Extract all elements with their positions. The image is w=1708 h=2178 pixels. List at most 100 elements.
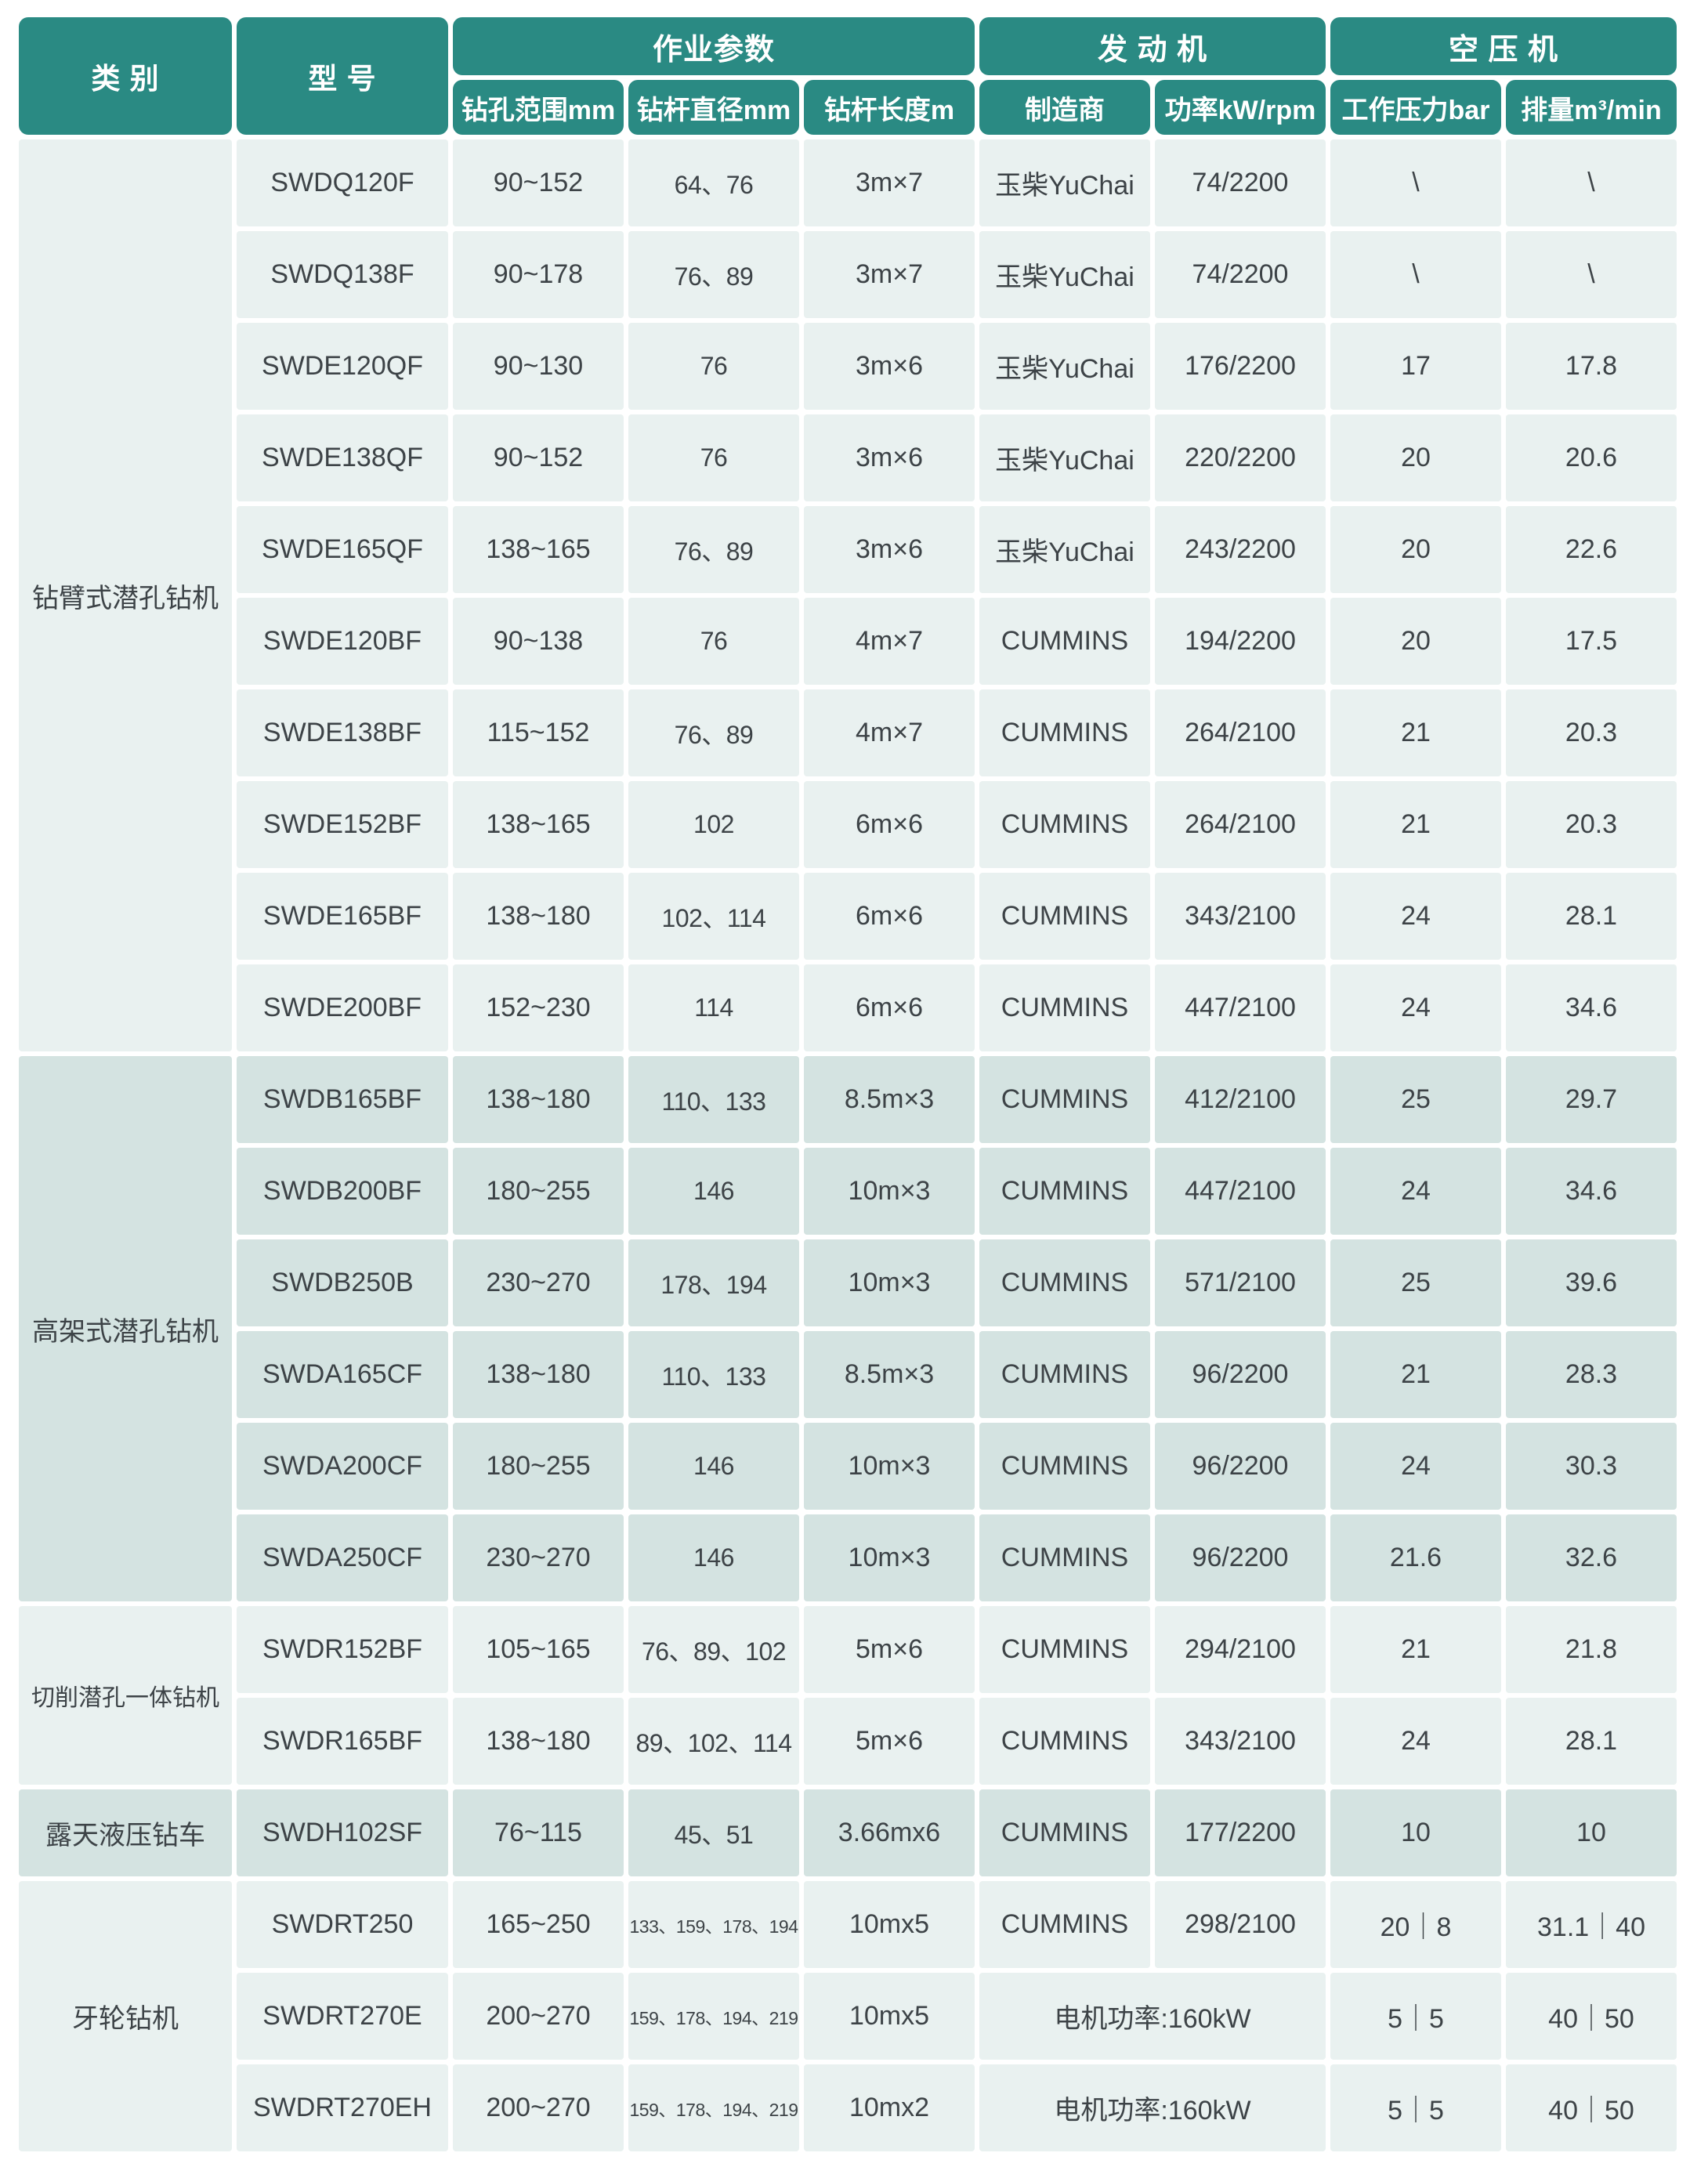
header-working-pressure: 工作压力bar [1330, 80, 1501, 135]
cell-rod-diameter: 133、159、178、194 [628, 1881, 799, 1968]
table-row: SWDE152BF 138~165 102 6m×6 CUMMINS 264/2… [19, 781, 1677, 868]
table-row: SWDE165BF 138~180 102、114 6m×6 CUMMINS 3… [19, 873, 1677, 960]
cell-rod-length: 8.5m×3 [804, 1056, 975, 1143]
cell-engine-maker: CUMMINS [979, 1514, 1150, 1601]
header-engine-maker: 制造商 [979, 80, 1150, 135]
cell-engine-maker: CUMMINS [979, 1423, 1150, 1510]
cell-engine-power: 74/2200 [1155, 139, 1326, 226]
cell-rod-length: 4m×7 [804, 689, 975, 776]
cell-model: SWDH102SF [237, 1789, 448, 1876]
cell-displacement: 28.3 [1506, 1331, 1677, 1418]
cell-rod-length: 3m×6 [804, 506, 975, 593]
cell-engine-maker: CUMMINS [979, 689, 1150, 776]
cell-model: SWDRT270EH [237, 2064, 448, 2151]
cell-engine-power: 74/2200 [1155, 231, 1326, 318]
cell-working-pressure: \ [1330, 231, 1501, 318]
cell-rod-length: 10mx2 [804, 2064, 975, 2151]
cell-rod-diameter: 45、51 [628, 1789, 799, 1876]
table-row: SWDE200BF 152~230 114 6m×6 CUMMINS 447/2… [19, 964, 1677, 1051]
cell-engine-power: 343/2100 [1155, 873, 1326, 960]
table-row: SWDE165QF 138~165 76、89 3m×6 玉柴YuChai 24… [19, 506, 1677, 593]
table-row: 切削潜孔一体钻机 SWDR152BF 105~165 76、89、102 5m×… [19, 1606, 1677, 1785]
cell-displacement: 30.3 [1506, 1423, 1677, 1510]
cell-engine-power: 343/2100 [1155, 1698, 1326, 1785]
cell-model: SWDRT270E [237, 1973, 448, 2060]
cell-working-pressure: 5｜5 [1330, 2064, 1501, 2151]
cell-model: SWDE138BF [237, 689, 448, 776]
cell-displacement: 32.6 [1506, 1514, 1677, 1601]
cell-working-pressure: 21 [1330, 689, 1501, 776]
cell-rod-length: 10m×3 [804, 1514, 975, 1601]
cell-working-pressure: 24 [1330, 873, 1501, 960]
cell-model: SWDE165QF [237, 506, 448, 593]
cell-drill-range: 105~165 [453, 1606, 624, 1693]
cell-drill-range: 138~180 [453, 1056, 624, 1143]
table-row: SWDB200BF 180~255 146 10m×3 CUMMINS 447/… [19, 1148, 1677, 1235]
cell-engine-power: 176/2200 [1155, 323, 1326, 410]
cell-displacement: 20.6 [1506, 414, 1677, 501]
header-row-groups: 类 别 型 号 作业参数 发 动 机 空 压 机 [19, 17, 1677, 135]
header-displacement: 排量m³/min [1506, 80, 1677, 135]
cell-engine-power: 96/2200 [1155, 1331, 1326, 1418]
cell-model: SWDQ138F [237, 231, 448, 318]
cell-rod-diameter: 102 [628, 781, 799, 868]
header-rod-length: 钻杆长度m [804, 80, 975, 135]
cell-engine-power: 96/2200 [1155, 1514, 1326, 1601]
cell-working-pressure: 20 [1330, 414, 1501, 501]
cell-engine-power: 264/2100 [1155, 781, 1326, 868]
cell-drill-range: 152~230 [453, 964, 624, 1051]
cell-model: SWDE120QF [237, 323, 448, 410]
cell-drill-range: 115~152 [453, 689, 624, 776]
category-cell-mast-dth: 高架式潜孔钻机 [19, 1056, 232, 1601]
cell-engine-power: 177/2200 [1155, 1789, 1326, 1876]
cell-drill-range: 90~130 [453, 323, 624, 410]
cell-displacement: 20.3 [1506, 781, 1677, 868]
cell-model: SWDB250B [237, 1239, 448, 1326]
cell-displacement: 40｜50 [1506, 1973, 1677, 2060]
cell-engine-power: 571/2100 [1155, 1239, 1326, 1326]
cell-drill-range: 165~250 [453, 1881, 624, 1968]
cell-rod-length: 3m×7 [804, 231, 975, 318]
cell-rod-length: 8.5m×3 [804, 1331, 975, 1418]
cell-engine-power: 412/2100 [1155, 1056, 1326, 1143]
table-row: SWDRT270EH 200~270 159、178、194、219 10mx2… [19, 2064, 1677, 2151]
header-row-columns: 钻孔范围mm 钻杆直径mm 钻杆长度m 制造商 功率kW/rpm 工作压力bar… [19, 80, 1677, 135]
header-group-operating-params: 作业参数 [453, 17, 975, 75]
cell-working-pressure: 25 [1330, 1239, 1501, 1326]
cell-drill-range: 90~152 [453, 139, 624, 226]
table-row: SWDQ138F 90~178 76、89 3m×7 玉柴YuChai 74/2… [19, 231, 1677, 318]
cell-drill-range: 90~178 [453, 231, 624, 318]
cell-rod-length: 3.66mx6 [804, 1789, 975, 1876]
cell-rod-diameter: 89、102、114 [628, 1698, 799, 1785]
cell-rod-diameter: 76 [628, 323, 799, 410]
cell-working-pressure: 24 [1330, 1698, 1501, 1785]
cell-working-pressure: 5｜5 [1330, 1973, 1501, 2060]
table-row: SWDE138BF 115~152 76、89 4m×7 CUMMINS 264… [19, 689, 1677, 776]
cell-model: SWDB165BF [237, 1056, 448, 1143]
cell-rod-diameter: 76 [628, 598, 799, 685]
cell-model: SWDRT250 [237, 1881, 448, 1968]
cell-rod-length: 10m×3 [804, 1423, 975, 1510]
cell-rod-diameter: 146 [628, 1514, 799, 1601]
cell-model: SWDB200BF [237, 1148, 448, 1235]
cell-engine-maker: CUMMINS [979, 1331, 1150, 1418]
cell-engine-maker: CUMMINS [979, 1148, 1150, 1235]
cell-rod-diameter: 76、89 [628, 231, 799, 318]
cell-engine-maker: 玉柴YuChai [979, 323, 1150, 410]
cell-rod-length: 10mx5 [804, 1973, 975, 2060]
cell-drill-range: 90~152 [453, 414, 624, 501]
cell-engine-power: 220/2200 [1155, 414, 1326, 501]
cell-engine-maker: CUMMINS [979, 873, 1150, 960]
cell-working-pressure: 20｜8 [1330, 1881, 1501, 1968]
cell-rod-length: 6m×6 [804, 873, 975, 960]
cell-rod-diameter: 64、76 [628, 139, 799, 226]
cell-working-pressure: 20 [1330, 506, 1501, 593]
cell-rod-diameter: 159、178、194、219 [628, 2064, 799, 2151]
header-drill-range: 钻孔范围mm [453, 80, 624, 135]
cell-model: SWDA165CF [237, 1331, 448, 1418]
table-row: SWDE120QF 90~130 76 3m×6 玉柴YuChai 176/22… [19, 323, 1677, 410]
table-row: SWDRT270E 200~270 159、178、194、219 10mx5 … [19, 1973, 1677, 2060]
cell-displacement: \ [1506, 231, 1677, 318]
spec-table: 类 别 型 号 作业参数 发 动 机 空 压 机 钻孔范围mm 钻杆直径mm 钻… [14, 13, 1681, 2156]
